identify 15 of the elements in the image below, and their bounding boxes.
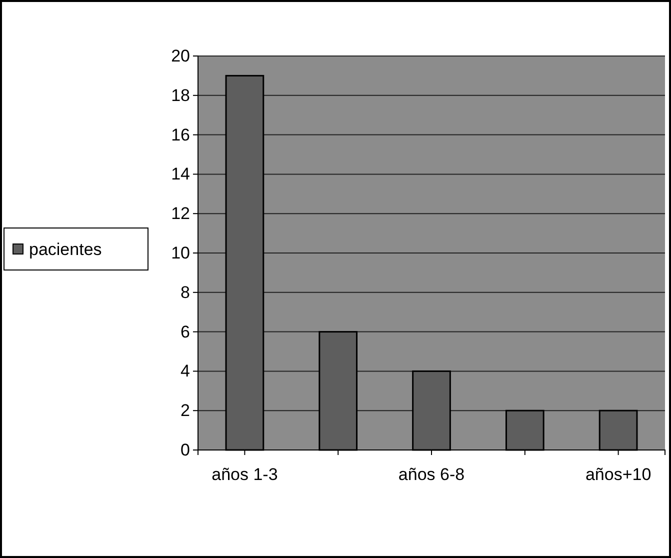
y-tick-label: 12 xyxy=(171,204,190,224)
x-tick-label: años 1-3 xyxy=(212,465,278,484)
y-tick-label: 0 xyxy=(180,440,190,460)
y-tick-label: 14 xyxy=(171,164,190,184)
x-tick-label: años 6-8 xyxy=(398,465,465,484)
y-tick-label: 18 xyxy=(171,86,190,105)
y-tick-label: 16 xyxy=(171,125,190,144)
y-tick-label: 6 xyxy=(180,322,190,342)
x-tick-label: años+10 xyxy=(585,465,652,484)
legend-label: pacientes xyxy=(29,240,102,259)
y-tick-label: 10 xyxy=(171,243,190,262)
y-tick-label: 20 xyxy=(171,46,190,66)
y-tick-label: 4 xyxy=(180,362,190,381)
y-tick-label: 8 xyxy=(180,282,190,302)
y-tick-label: 2 xyxy=(180,401,190,420)
